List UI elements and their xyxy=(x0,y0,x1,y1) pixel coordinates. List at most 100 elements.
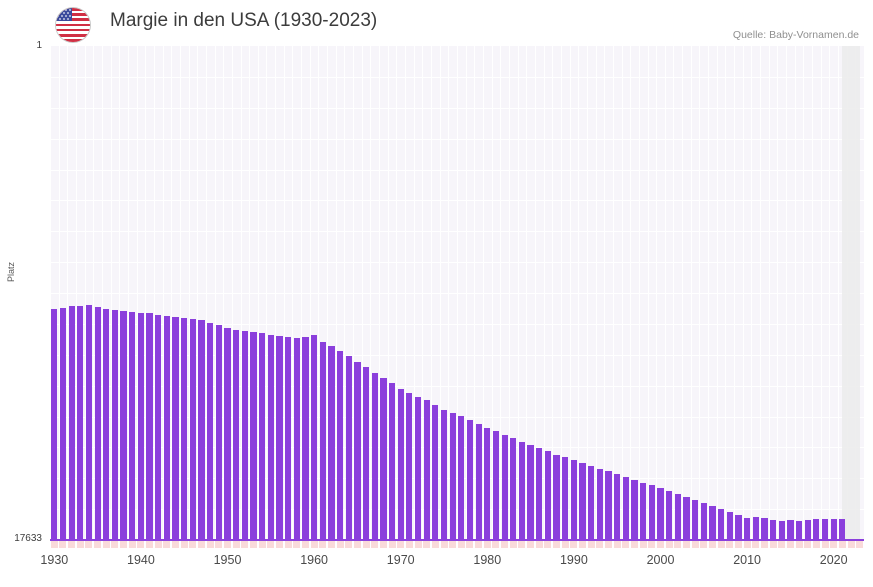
x-axis-tick xyxy=(466,541,474,548)
x-axis-tick xyxy=(284,541,292,548)
bar xyxy=(250,332,257,540)
x-axis-tick xyxy=(414,541,422,548)
x-axis-label: 1950 xyxy=(213,553,242,567)
bar xyxy=(735,514,742,540)
x-axis-tick xyxy=(371,541,379,548)
bar xyxy=(310,335,318,540)
x-axis-tick xyxy=(596,541,604,548)
bar xyxy=(709,505,716,540)
x-axis-tick xyxy=(587,541,595,548)
x-axis-tick xyxy=(440,541,448,548)
x-axis-tick xyxy=(657,541,664,548)
x-axis-tick xyxy=(665,541,673,548)
bar xyxy=(423,400,430,540)
x-axis-tick xyxy=(535,541,543,548)
x-axis-tick xyxy=(518,541,526,548)
bar xyxy=(319,341,326,540)
bar xyxy=(839,518,846,540)
y-axis: 1 17633 xyxy=(0,40,46,548)
x-axis-tick xyxy=(786,541,794,548)
x-axis-tick xyxy=(812,541,820,548)
bar xyxy=(129,311,136,540)
x-axis-tick xyxy=(232,541,240,548)
bar xyxy=(68,306,75,540)
x-axis-tick xyxy=(501,541,509,548)
bar xyxy=(414,396,422,540)
bar xyxy=(466,420,474,540)
x-axis-tick xyxy=(527,541,535,548)
bar xyxy=(553,454,560,540)
x-axis-tick xyxy=(275,541,283,548)
x-axis-tick xyxy=(250,541,257,548)
x-axis: 1930 1940 1950 1960 1970 1980 1990 2000 2010 2020 xyxy=(40,541,864,587)
bar xyxy=(215,325,222,540)
bar xyxy=(492,431,500,540)
x-axis-label: 2020 xyxy=(819,553,848,567)
bar xyxy=(354,361,361,540)
bar xyxy=(406,393,413,540)
x-axis-tick xyxy=(154,541,162,548)
x-axis-tick xyxy=(215,541,223,548)
x-axis-label: 1990 xyxy=(559,553,588,567)
x-axis-tick xyxy=(847,541,855,548)
bar-series xyxy=(50,46,864,540)
bar xyxy=(605,471,612,540)
bar xyxy=(752,516,759,540)
bar xyxy=(198,320,205,540)
x-axis-tick xyxy=(206,541,214,548)
bar xyxy=(475,423,482,540)
source-label: Quelle: Baby-Vornamen.de xyxy=(732,29,859,41)
x-axis-tick xyxy=(388,541,396,548)
bar xyxy=(380,378,387,540)
bar xyxy=(648,485,655,540)
bar xyxy=(388,383,396,540)
bar xyxy=(726,511,733,540)
bar xyxy=(510,438,517,540)
x-axis-tick xyxy=(605,541,613,548)
x-axis-tick xyxy=(310,541,318,548)
bar xyxy=(285,337,292,540)
bar xyxy=(207,322,214,540)
bar xyxy=(362,366,370,540)
chart-header: Margie in den USA (1930-2023) Quelle: Ba… xyxy=(0,0,873,46)
bar xyxy=(717,508,725,540)
x-axis-tick xyxy=(397,541,405,548)
bar xyxy=(700,502,707,540)
x-axis-tick xyxy=(163,541,171,548)
x-axis-tick xyxy=(353,541,361,548)
bar xyxy=(51,309,58,540)
x-axis-tick xyxy=(405,541,413,548)
vertical-gridlines xyxy=(50,46,864,540)
x-axis-tick xyxy=(778,541,786,548)
x-axis-tick xyxy=(68,541,76,548)
x-axis-tick xyxy=(830,541,838,548)
x-axis-tick xyxy=(258,541,266,548)
bar xyxy=(743,517,751,540)
x-axis-tick xyxy=(475,541,483,548)
bar xyxy=(640,482,647,540)
x-axis-tick xyxy=(128,541,136,548)
x-axis-tick xyxy=(700,541,708,548)
x-axis-tick xyxy=(752,541,760,548)
x-axis-tick xyxy=(708,541,716,548)
baseline xyxy=(50,539,864,541)
bar xyxy=(778,521,785,540)
bar xyxy=(276,336,283,540)
bar xyxy=(804,520,811,540)
usa-flag-icon xyxy=(56,8,90,42)
x-axis-tick xyxy=(639,541,647,548)
bar xyxy=(683,496,690,540)
bar xyxy=(761,518,768,540)
x-axis-tick xyxy=(457,541,465,548)
x-axis-tick xyxy=(120,541,128,548)
x-axis-tick xyxy=(734,541,742,548)
page-title: Margie in den USA (1930-2023) xyxy=(110,10,378,31)
x-axis-tick xyxy=(631,541,639,548)
bar xyxy=(293,338,300,540)
bar xyxy=(518,441,526,540)
x-axis-tick xyxy=(137,541,145,548)
x-axis-tick xyxy=(319,541,327,548)
x-axis-tick xyxy=(85,541,93,548)
bar xyxy=(267,335,274,540)
bar xyxy=(614,474,621,540)
